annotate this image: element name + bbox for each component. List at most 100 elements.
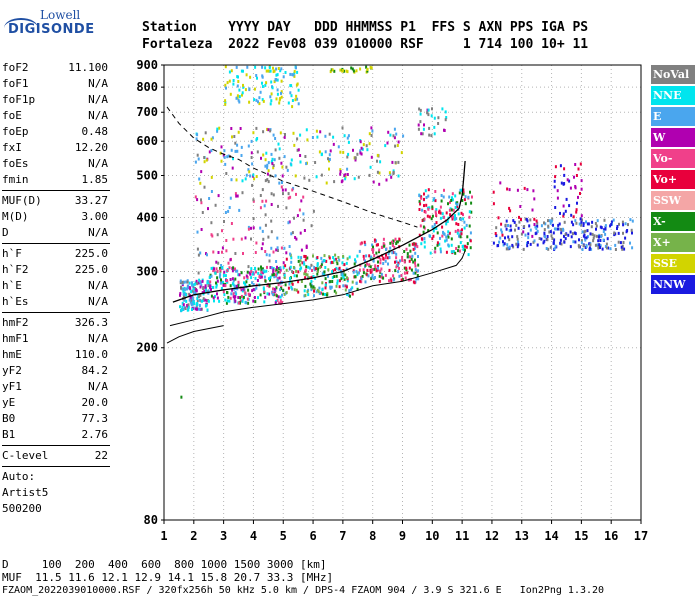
data-point [313, 266, 316, 269]
data-point [463, 198, 466, 202]
data-point [275, 67, 278, 71]
param-label: yE [2, 396, 16, 409]
data-point [345, 285, 348, 289]
data-point [269, 95, 272, 99]
data-point [287, 192, 290, 196]
data-point [265, 269, 268, 273]
data-point [285, 165, 288, 169]
data-point [297, 88, 300, 92]
data-point [548, 219, 551, 223]
data-point [232, 266, 235, 270]
data-point [236, 75, 239, 79]
data-point [371, 275, 374, 279]
data-point [435, 212, 437, 216]
data-point [394, 237, 397, 241]
data-point [289, 265, 292, 269]
data-point [260, 275, 263, 279]
data-point [267, 69, 270, 73]
data-point [198, 177, 201, 181]
data-point [201, 211, 204, 214]
data-point [395, 132, 398, 136]
logo-bottom-text: DIGISONDE [8, 22, 95, 37]
data-point [341, 261, 344, 265]
data-point [242, 83, 244, 87]
data-point [411, 254, 414, 258]
data-point [457, 223, 460, 226]
data-point [270, 92, 273, 96]
data-point [181, 308, 183, 312]
data-point [191, 281, 193, 285]
data-point [345, 69, 348, 73]
data-point [622, 231, 624, 235]
data-point [435, 208, 438, 212]
data-point [341, 126, 344, 130]
data-point [241, 299, 244, 303]
data-point [267, 235, 270, 239]
data-point [262, 153, 265, 157]
data-point [210, 233, 213, 237]
data-point [315, 290, 318, 294]
data-point [332, 261, 335, 264]
data-point [259, 293, 262, 297]
param-label: foEp [2, 125, 29, 138]
data-point [364, 243, 367, 247]
data-point [553, 238, 556, 242]
data-point [270, 99, 273, 103]
data-point [293, 71, 296, 75]
data-point [316, 262, 319, 266]
data-point [367, 274, 370, 278]
data-point [580, 187, 583, 191]
data-point [288, 220, 291, 224]
data-point [306, 273, 309, 277]
data-point [195, 279, 198, 283]
data-point [235, 284, 238, 288]
data-point [417, 255, 419, 258]
data-point [522, 247, 525, 251]
data-point [427, 108, 430, 112]
data-point [604, 225, 607, 229]
data-point [391, 240, 393, 244]
data-point [338, 258, 341, 262]
data-point [455, 217, 458, 221]
data-point [599, 239, 602, 242]
data-point [346, 155, 349, 159]
data-point [406, 252, 409, 256]
data-point [197, 281, 200, 285]
data-point [280, 161, 283, 165]
data-point [263, 289, 266, 293]
data-point [594, 243, 597, 247]
data-point [196, 299, 199, 303]
y-tick-label: 500 [136, 168, 158, 182]
data-point [230, 148, 233, 152]
digisonde-logo: Lowell DIGISONDE [4, 8, 100, 42]
data-point [423, 197, 425, 201]
data-point [230, 127, 233, 130]
data-point [234, 149, 237, 153]
data-point [368, 263, 371, 267]
param-divider [2, 466, 110, 467]
data-point [332, 142, 335, 146]
data-point [457, 228, 459, 232]
data-point [198, 307, 201, 311]
data-point [318, 150, 321, 154]
data-point [556, 196, 559, 200]
data-point [222, 280, 224, 284]
data-point [379, 261, 382, 265]
data-point [236, 94, 239, 98]
data-point [270, 266, 273, 270]
data-point [396, 144, 399, 147]
data-point [312, 275, 315, 278]
data-point [263, 204, 266, 208]
data-point [194, 195, 197, 199]
data-point [305, 244, 308, 248]
data-point [589, 243, 592, 247]
data-point [290, 94, 293, 98]
data-point [378, 279, 381, 283]
data-point [238, 273, 241, 277]
data-point [554, 244, 557, 248]
data-point [423, 240, 426, 244]
data-point [252, 283, 255, 287]
param-value: 326.3 [74, 316, 108, 329]
data-point [377, 260, 379, 264]
data-point [279, 270, 281, 274]
